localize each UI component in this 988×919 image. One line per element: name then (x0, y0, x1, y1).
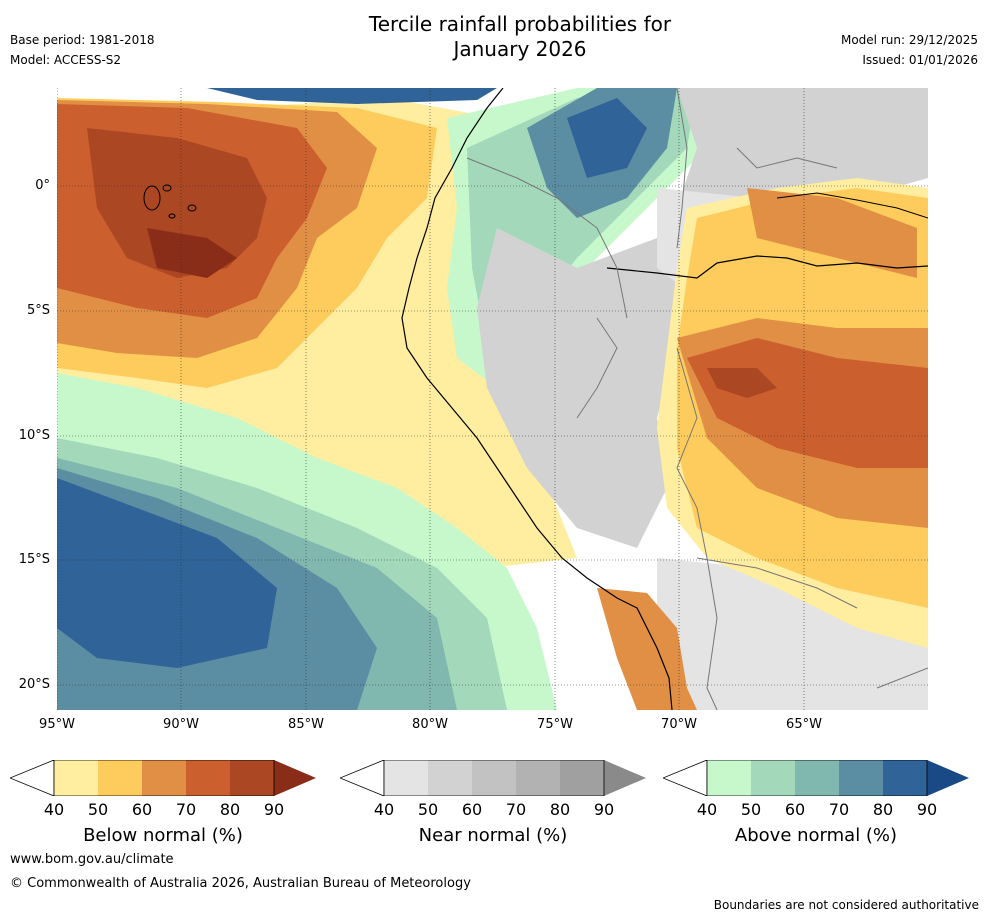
colorbar-below-tick-50: 50 (87, 800, 109, 819)
colorbar-above-tick-80: 80 (872, 800, 894, 819)
colorbar-above-tick-60: 60 (784, 800, 806, 819)
near-normal-region-central (477, 228, 697, 548)
footer-disclaimer: Boundaries are not considered authoritat… (713, 898, 979, 912)
lat-label-20s: 20°S (18, 677, 50, 692)
map-title: Tercile rainfall probabilities for Janua… (0, 12, 988, 62)
coastline (401, 88, 673, 710)
model-run: Model run: 29/12/2025 (840, 33, 978, 47)
model-name: Model: ACCESS-S2 (10, 53, 122, 67)
colorbar-near-tick-70: 70 (505, 800, 527, 819)
colorbar-above-over-arrow (927, 760, 969, 796)
caribbean-coastline (606, 255, 928, 279)
colorbar-above-tick-90: 90 (916, 800, 938, 819)
lat-label-5s: 5°S (26, 303, 50, 318)
colorbar-below-title: Below normal (%) (83, 825, 243, 846)
colorbar-below-swatch-80 (230, 760, 274, 796)
colorbar-above-swatch-40 (707, 760, 751, 796)
lon-label-80w: 80°W (412, 717, 448, 732)
colorbar-below-tick-80: 80 (219, 800, 241, 819)
issued-date: Issued: 01/01/2026 (862, 53, 978, 67)
footer-copyright: © Commonwealth of Australia 2026, Austra… (10, 876, 471, 891)
colorbar-above-title: Above normal (%) (734, 825, 898, 846)
colorbar-above-normal (663, 760, 973, 796)
colorbar-near-normal (340, 760, 650, 796)
colorbar-above-tick-40: 40 (696, 800, 718, 819)
colorbar-near-tick-50: 50 (417, 800, 439, 819)
rainfall-probability-map (57, 88, 928, 710)
lat-label-15s: 15°S (18, 552, 50, 567)
colorbar-near-over-arrow (604, 760, 646, 796)
lon-label-85w: 85°W (288, 717, 324, 732)
above-normal-region-andes-80 (567, 98, 647, 178)
colorbar-above-swatch-80 (883, 760, 927, 796)
below-normal-region-pacific-90 (147, 228, 237, 278)
lat-label-10s: 10°S (18, 428, 50, 443)
colorbar-below-over-arrow (274, 760, 316, 796)
colorbar-below-swatch-60 (142, 760, 186, 796)
lat-label-0: 0° (35, 178, 50, 193)
lon-label-65w: 65°W (786, 717, 822, 732)
colorbar-near-tick-90: 90 (593, 800, 615, 819)
colorbar-below-tick-60: 60 (131, 800, 153, 819)
right-metadata: Model run: 29/12/2025 Issued: 01/01/2026 (841, 30, 978, 70)
colorbar-above-swatch-60 (795, 760, 839, 796)
colorbar-above-swatch-50 (751, 760, 795, 796)
colorbar-near-title: Near normal (%) (418, 825, 568, 846)
colorbar-below-tick-70: 70 (175, 800, 197, 819)
colorbar-near-swatch-80 (560, 760, 604, 796)
graticule (57, 88, 928, 710)
lon-label-90w: 90°W (163, 717, 199, 732)
colorbar-below-swatch-40 (54, 760, 98, 796)
colorbar-near-tick-80: 80 (549, 800, 571, 819)
title-line-2: January 2026 (453, 37, 587, 61)
venezuela-coastline (776, 192, 928, 219)
colorbar-above-swatch-70 (839, 760, 883, 796)
near-normal-region-southeast (657, 558, 928, 710)
country-borders (466, 88, 928, 710)
colorbar-near-under-arrow (340, 760, 385, 796)
colorbar-above-tick-50: 50 (740, 800, 762, 819)
colorbar-near-tick-60: 60 (461, 800, 483, 819)
lon-label-95w: 95°W (39, 717, 75, 732)
colorbar-above-svg (663, 760, 969, 796)
base-period: Base period: 1981-2018 (10, 33, 155, 47)
colorbar-above-under-arrow (663, 760, 708, 796)
colorbar-near-swatch-60 (472, 760, 516, 796)
colorbar-near-tick-40: 40 (373, 800, 395, 819)
below-normal-region-pacific-80 (87, 128, 267, 278)
colorbar-near-swatch-70 (516, 760, 560, 796)
colorbar-below-svg (10, 760, 316, 796)
colorbar-below-under-arrow (10, 760, 55, 796)
above-normal-region-north-strip (207, 88, 497, 104)
colorbar-below-tick-40: 40 (43, 800, 65, 819)
colorbar-above-tick-70: 70 (828, 800, 850, 819)
map-canvas (57, 88, 928, 710)
colorbar-near-swatch-50 (428, 760, 472, 796)
colorbar-near-svg (340, 760, 646, 796)
lon-label-75w: 75°W (537, 717, 573, 732)
below-normal-region-amazon-80 (707, 368, 777, 398)
title-line-1: Tercile rainfall probabilities for (368, 12, 672, 36)
footer-url[interactable]: www.bom.gov.au/climate (10, 852, 174, 867)
colorbar-below-swatch-50 (98, 760, 142, 796)
galapagos-islands (143, 184, 197, 219)
colorbar-near-swatch-40 (384, 760, 428, 796)
colorbar-below-swatch-70 (186, 760, 230, 796)
above-normal-region-pacific-80 (57, 478, 277, 668)
below-normal-region-north-brazil (747, 188, 917, 278)
left-metadata: Base period: 1981-2018 Model: ACCESS-S2 (10, 30, 155, 70)
colorbar-below-tick-90: 90 (263, 800, 285, 819)
colorbar-below-normal (10, 760, 320, 796)
lon-label-70w: 70°W (661, 717, 697, 732)
below-normal-region-south-coast (597, 588, 697, 710)
